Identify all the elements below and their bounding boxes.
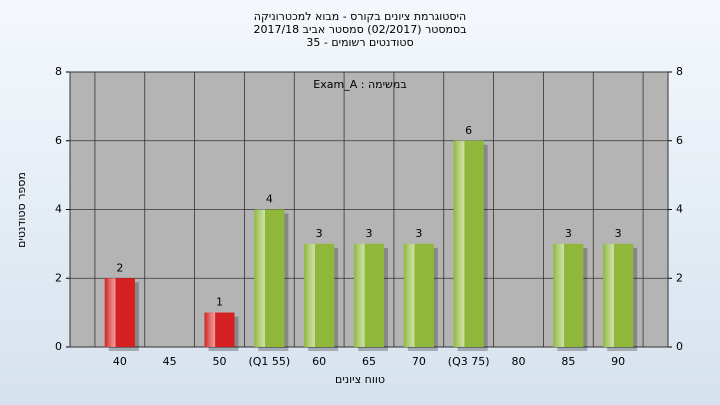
value-label: 3: [615, 227, 622, 240]
y2-tick-label: 0: [676, 340, 683, 353]
y-tick-label: 8: [55, 65, 62, 78]
x-tick-label: 40: [113, 355, 127, 368]
y-tick-label: 4: [55, 203, 62, 216]
chart-title: היסטוגרמת ציונים בקורס - מבוא למכטרוניקה: [254, 10, 466, 23]
bar: [603, 243, 634, 347]
x-tick-label: 70: [412, 355, 426, 368]
bar: [403, 243, 434, 347]
bar: [354, 243, 384, 347]
y-tick-label: 2: [55, 271, 62, 284]
bar: [453, 140, 484, 347]
y-tick-label: 6: [55, 134, 62, 147]
x-tick-label: 60: [312, 355, 326, 368]
bar: [104, 278, 135, 347]
value-label: 3: [565, 227, 572, 240]
x-tick-label: (Q1 55): [248, 355, 290, 368]
annotation: Exam_A : במשימה: [313, 78, 406, 91]
y2-tick-label: 4: [676, 203, 683, 216]
x-tick-label: 50: [213, 355, 227, 368]
x-tick-label: 80: [512, 355, 526, 368]
x-tick-label: (Q3 75): [448, 355, 490, 368]
value-label: 6: [465, 124, 472, 137]
y-tick-label: 0: [55, 340, 62, 353]
value-label: 1: [216, 296, 223, 309]
chart-title: בסמסטר (02/2017) סמסטר אביב 2017/18: [253, 23, 466, 36]
x-tick-label: 85: [561, 355, 575, 368]
chart-title: סטודנטים רשומים - 35: [306, 36, 413, 49]
y2-tick-label: 6: [676, 134, 683, 147]
value-label: 3: [366, 227, 373, 240]
value-label: 4: [266, 193, 273, 206]
y2-tick-label: 8: [676, 65, 683, 78]
x-tick-label: 65: [362, 355, 376, 368]
bar: [553, 243, 584, 347]
y-axis-label: מספר סטודנטים: [15, 172, 28, 248]
value-label: 3: [415, 227, 422, 240]
x-tick-label: 90: [611, 355, 625, 368]
x-tick-label: 45: [163, 355, 177, 368]
x-axis-label: טווח ציונים: [335, 373, 385, 386]
bar: [204, 312, 235, 347]
bar: [304, 243, 335, 347]
y2-tick-label: 2: [676, 271, 683, 284]
value-label: 2: [116, 261, 123, 274]
value-label: 3: [316, 227, 323, 240]
bar: [254, 209, 285, 347]
